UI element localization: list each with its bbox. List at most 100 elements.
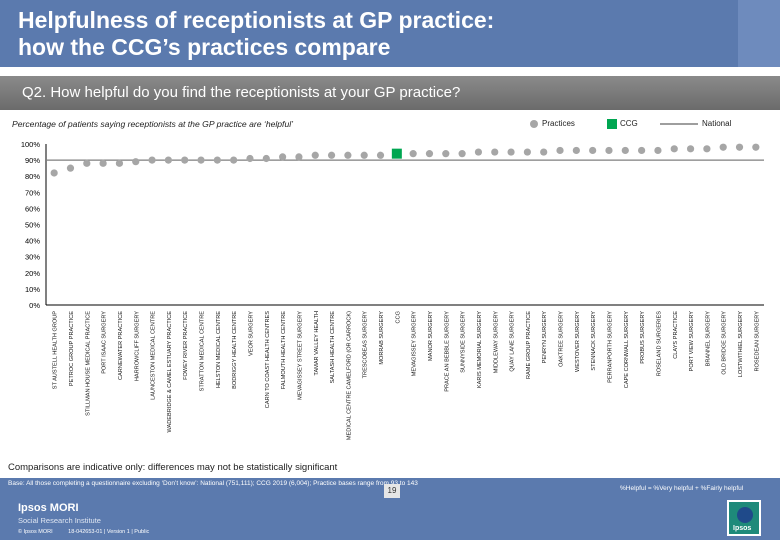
practice-point: [295, 153, 303, 161]
practice-point: [703, 145, 711, 153]
category-label: BRANNEL SURGERY: [705, 311, 711, 367]
title-bar: Helpfulness of receptionists at GP pract…: [0, 0, 780, 67]
y-tick-label: 70%: [25, 188, 40, 197]
legend-ccg-label: CCG: [620, 119, 638, 128]
ipsos-logo-text: Ipsos: [733, 525, 752, 532]
category-label: STILLMAN HOUSE MEDICAL PRACTICE: [85, 311, 91, 416]
category-label: STENNACK SURGERY: [591, 311, 597, 371]
practice-point: [458, 150, 466, 158]
category-label: VEOR SURGERY: [248, 311, 254, 356]
practice-point: [654, 146, 662, 155]
y-tick-label: 60%: [25, 204, 40, 213]
practice-point: [670, 145, 678, 153]
category-label: ST AUSTELL HEALTH GROUP: [53, 311, 59, 389]
practice-comparison-chart: 0% 10% 20% 30% 40% 50% 60% 70% 80% 90% 100% ST AUST…: [21, 140, 764, 440]
category-label: CARNEWATER PRACTICE: [118, 311, 124, 380]
category-label: PENRYN SURGERY: [542, 311, 548, 364]
corner-decoration: [738, 0, 780, 67]
y-tick-label: 20%: [25, 269, 40, 278]
practice-point: [262, 154, 270, 163]
category-label: HARROWCLIFF SURGERY: [134, 311, 140, 381]
category-label: WADEBRIDGE & CAMEL ESTUARY PRACTICE: [167, 311, 173, 433]
practice-point: [686, 145, 695, 153]
category-label: CCG: [395, 311, 401, 323]
brand-name: Ipsos MORI: [18, 502, 79, 514]
legend-practices-marker: [530, 120, 538, 128]
footer-bar: Base: All those completing a questionnai…: [0, 478, 780, 540]
title-line-1: Helpfulness of receptionists at GP pract…: [18, 7, 495, 33]
practice-point: [230, 156, 238, 164]
category-label: PRACE AN BEBBLE SURGERY: [444, 311, 450, 392]
practice-point: [376, 151, 385, 159]
category-label: CAPE CORNWALL SURGERY: [624, 311, 630, 388]
category-label: OAKTREE SURGERY: [559, 311, 565, 367]
practice-point: [181, 156, 189, 164]
category-label: OLD BRIDGE SURGERY: [722, 311, 728, 375]
practice-point: [246, 154, 254, 163]
category-label: FALMOUTH HEALTH CENTRE: [281, 311, 287, 389]
practice-point: [164, 156, 172, 164]
category-label: PROBUS SURGERY: [640, 311, 646, 364]
question-bar: Q2. How helpful do you find the receptio…: [0, 76, 780, 110]
chart-subtitle: Percentage of patients saying receptioni…: [12, 119, 294, 129]
practice-point: [474, 148, 483, 156]
practice-point: [148, 156, 156, 164]
category-label: SALTASH HEALTH CENTRE: [330, 311, 336, 384]
category-label: KARIS MEMORIAL SURGERY: [477, 311, 483, 388]
practice-point: [540, 148, 548, 156]
category-label: LOSTWITHIEL SURGERY: [738, 311, 744, 377]
helpful-definition: %Helpful = %Very helpful + %Fairly helpf…: [620, 485, 744, 492]
title-line-2: how the CCG’s practices compare: [18, 34, 391, 60]
practice-point: [409, 150, 417, 158]
category-label: ROSEDEAN SURGERY: [754, 311, 760, 372]
y-tick-label: 50%: [25, 221, 40, 230]
y-tick-label: 80%: [25, 172, 40, 181]
practice-point: [115, 159, 124, 167]
practice-point: [66, 164, 75, 172]
practice-point: [719, 143, 727, 151]
practice-point: [507, 148, 515, 156]
category-label: LAUNCESTON MEDICAL CENTRE: [151, 311, 157, 400]
practice-point: [360, 151, 368, 159]
practice-point: [589, 146, 597, 155]
ipsos-logo-circle: [737, 507, 753, 523]
practice-point: [279, 153, 287, 161]
y-tick-label: 90%: [25, 156, 40, 165]
category-label: FOWEY RIVER PRACTICE: [183, 311, 189, 380]
y-tick-label: 10%: [25, 285, 40, 294]
legend-national-label: National: [702, 119, 732, 128]
practice-point: [442, 150, 450, 158]
category-label: TAMAR VALLEY HEALTH: [314, 311, 320, 376]
practice-point: [523, 148, 531, 156]
category-label: MIDDLEWAY SURGERY: [493, 311, 499, 374]
practice-point: [50, 169, 58, 177]
practice-point: [556, 146, 564, 155]
practice-point: [572, 146, 580, 155]
category-label: ROSELAND SURGERIES: [656, 311, 662, 377]
question-text: Q2. How helpful do you find the receptio…: [22, 84, 461, 101]
chart-legend: Practices CCG National: [520, 118, 770, 130]
category-label: PERRANPORTH SURGERY: [607, 311, 613, 383]
category-label: CARN TO COAST HEALTH CENTRES: [265, 311, 271, 408]
category-label: WESTOVER SURGERY: [575, 311, 581, 372]
practice-point: [621, 146, 629, 155]
practice-point: [425, 150, 434, 158]
legend-ccg-marker: [607, 119, 617, 129]
category-label: SUNNYSIDE SURGERY: [461, 311, 467, 373]
practice-point: [605, 146, 613, 155]
category-label: PORT VIEW SURGERY: [689, 311, 695, 372]
footer-meta: © Ipsos MORI 18-042653-01 | Version 1 | …: [18, 529, 163, 535]
practice-point: [735, 143, 744, 151]
page-number: 19: [384, 484, 400, 498]
category-label: PORT ISAAC SURGERY: [102, 311, 108, 374]
practice-point: [213, 156, 221, 164]
category-label: PETROC GROUP PRACTICE: [69, 311, 75, 386]
y-tick-label: 40%: [25, 237, 40, 246]
legend-practices-label: Practices: [542, 119, 575, 128]
category-label: STRATTON MEDICAL CENTRE: [200, 311, 206, 392]
category-label: MEVAGISSEY STREET SURGERY: [297, 311, 303, 400]
practice-point: [197, 156, 205, 164]
ipsos-logo: Ipsos: [727, 500, 761, 536]
y-tick-label: 100%: [21, 140, 41, 149]
practice-point: [132, 158, 140, 166]
